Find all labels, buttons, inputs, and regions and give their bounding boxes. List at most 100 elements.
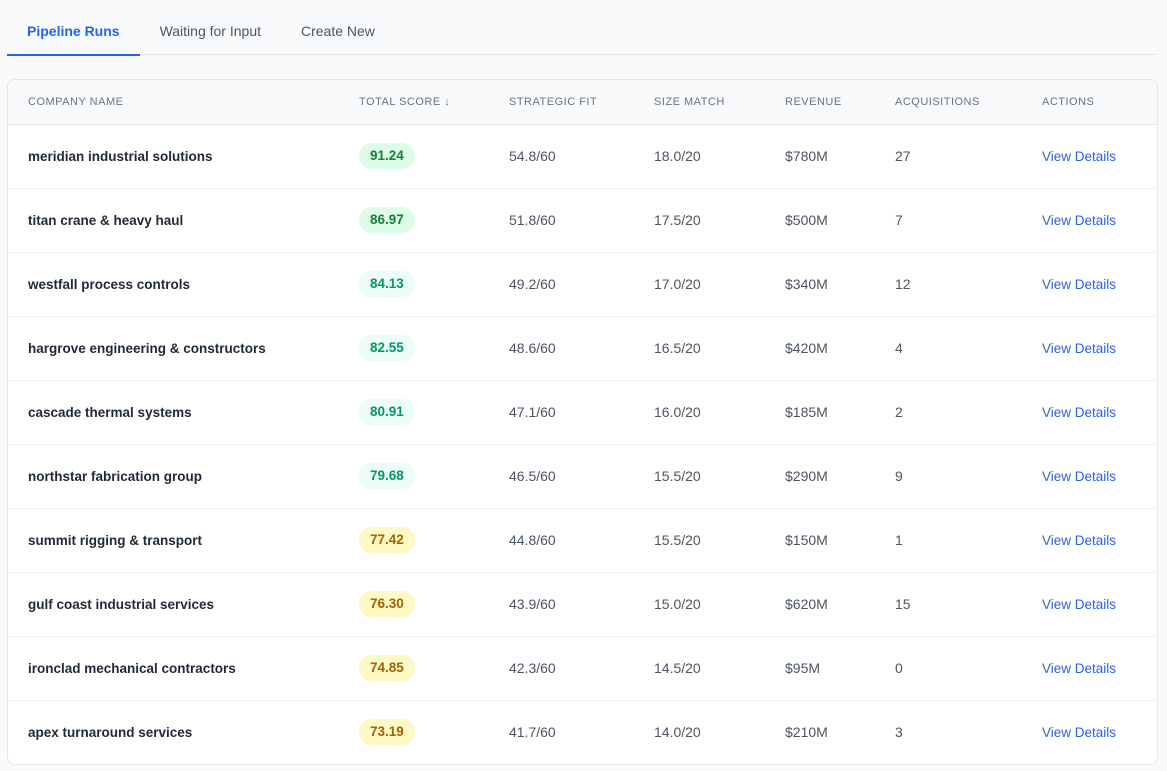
size-match-cell: 16.5/20	[654, 315, 785, 380]
acquisitions-cell: 27	[895, 148, 911, 164]
score-badge: 74.85	[359, 655, 415, 681]
actions-cell: View Details	[1042, 315, 1157, 380]
strategic-fit-cell: 49.2/60	[509, 251, 654, 316]
strategic-fit-cell: 44.8/60	[509, 507, 654, 572]
total-score-cell: 86.97	[359, 187, 509, 252]
revenue-cell: $210M	[785, 699, 895, 764]
strategic-fit-cell: 42.3/60	[509, 635, 654, 700]
table-body: meridian industrial solutions 91.24 54.8/6…	[8, 124, 1157, 764]
total-score-cell: 74.85	[359, 635, 509, 700]
company-name-cell: meridian industrial solutions	[28, 148, 213, 164]
acquisitions-cell: 1	[895, 507, 1042, 572]
view-details-link[interactable]: View Details	[1042, 597, 1117, 612]
strategic-fit-cell: 46.5/60	[509, 443, 654, 508]
company-name-cell: westfall process controls	[8, 251, 359, 316]
revenue-cell: $185M	[785, 379, 895, 444]
header-size-match[interactable]: Size Match	[654, 80, 785, 125]
actions-cell: View Details	[1042, 379, 1157, 444]
actions-cell: View Details	[1042, 571, 1157, 636]
total-score-cell: 73.19	[359, 699, 509, 764]
acquisitions-cell: 15	[895, 571, 1042, 636]
revenue-cell: $340M	[785, 251, 895, 316]
header-actions: Actions	[1042, 80, 1157, 125]
total-score-cell: 80.91	[359, 379, 509, 444]
view-details-link[interactable]: View Details	[1042, 661, 1117, 676]
total-score-cell: 91.24	[359, 124, 509, 188]
view-details-link[interactable]: View Details	[1042, 341, 1117, 356]
tab-create-new[interactable]: Create New	[301, 23, 375, 39]
table-row: gulf coast industrial services 76.30 43.9/…	[8, 571, 1157, 636]
header-company-name[interactable]: Company Name	[8, 80, 359, 125]
actions-cell: View Details	[1042, 124, 1157, 188]
company-name-cell: summit rigging & transport	[8, 507, 359, 572]
size-match-cell: 17.5/20	[654, 187, 785, 252]
header-revenue[interactable]: Revenue	[785, 80, 895, 125]
score-badge: 77.42	[359, 527, 415, 553]
view-details-link[interactable]: View Details	[1042, 405, 1117, 420]
view-details-link[interactable]: View Details	[1042, 213, 1117, 228]
size-match-cell: 17.0/20	[654, 251, 785, 316]
acquisitions-cell: 7	[895, 187, 1042, 252]
strategic-fit-cell: 43.9/60	[509, 571, 654, 636]
table-row: westfall process controls 84.13 49.2/60 17.…	[8, 251, 1157, 316]
actions-cell: View Details	[1042, 635, 1157, 700]
revenue-cell: $95M	[785, 635, 895, 700]
view-details-link[interactable]: View Details	[1042, 149, 1117, 164]
score-badge: 86.97	[359, 207, 415, 233]
pipeline-runs-table-card: Company Name Total Score ↓ Strategic Fit…	[7, 79, 1158, 765]
size-match-cell: 15.5/20	[654, 443, 785, 508]
total-score-cell: 77.42	[359, 507, 509, 572]
size-match-cell: 16.0/20	[654, 379, 785, 444]
view-details-link[interactable]: View Details	[1042, 533, 1117, 548]
revenue-cell: $780M	[785, 148, 828, 164]
company-name-cell: titan crane & heavy haul	[8, 187, 359, 252]
table-row: apex turnaround services 73.19 41.7/60 14.0…	[8, 699, 1157, 764]
header-total-score[interactable]: Total Score ↓	[359, 80, 509, 125]
actions-cell: View Details	[1042, 187, 1157, 252]
table-row: hargrove engineering & constructors 82.55…	[8, 315, 1157, 380]
acquisitions-cell: 3	[895, 699, 1042, 764]
actions-cell: View Details	[1042, 443, 1157, 508]
tab-waiting-for-input[interactable]: Waiting for Input	[159, 23, 261, 39]
score-badge: 76.30	[359, 591, 415, 617]
table-row: northstar fabrication group 79.68 46.5/60 1…	[8, 443, 1157, 508]
strategic-fit-cell: 48.6/60	[509, 315, 654, 380]
total-score-cell: 84.13	[359, 251, 509, 316]
score-badge: 82.55	[359, 335, 415, 361]
table-row: ironclad mechanical contractors 74.85 42.3…	[8, 635, 1157, 700]
pipeline-runs-table: Company Name Total Score ↓ Strategic Fit…	[8, 80, 1157, 764]
size-match-cell: 14.5/20	[654, 635, 785, 700]
total-score-cell: 79.68	[359, 443, 509, 508]
actions-cell: View Details	[1042, 251, 1157, 316]
table-header-row: Company Name Total Score ↓ Strategic Fit…	[8, 80, 1157, 125]
revenue-cell: $620M	[785, 571, 895, 636]
view-details-link[interactable]: View Details	[1042, 277, 1117, 292]
size-match-cell: 14.0/20	[654, 699, 785, 764]
company-name-cell: apex turnaround services	[8, 699, 359, 764]
revenue-cell: $500M	[785, 187, 895, 252]
acquisitions-cell: 4	[895, 315, 1042, 380]
table-row: cascade thermal systems 80.91 47.1/60 16.0/…	[8, 379, 1157, 444]
header-acquisitions[interactable]: Acquisitions	[895, 80, 1042, 125]
header-strategic-fit[interactable]: Strategic Fit	[509, 80, 654, 125]
view-details-link[interactable]: View Details	[1042, 725, 1117, 741]
actions-cell: View Details	[1042, 699, 1157, 764]
company-name-cell: ironclad mechanical contractors	[8, 635, 359, 700]
score-badge: 84.13	[359, 271, 415, 297]
company-name-cell: cascade thermal systems	[8, 379, 359, 444]
tab-bar: Pipeline Runs Waiting for Input Create N…	[7, 0, 1158, 56]
tab-pipeline-runs[interactable]: Pipeline Runs	[7, 0, 140, 56]
total-score-cell: 82.55	[359, 315, 509, 380]
acquisitions-cell: 12	[895, 251, 1042, 316]
strategic-fit-cell: 54.8/60	[509, 148, 556, 164]
size-match-cell: 15.0/20	[654, 571, 785, 636]
strategic-fit-cell: 47.1/60	[509, 379, 654, 444]
table-row: summit rigging & transport 77.42 44.8/60 15…	[8, 507, 1157, 572]
company-name-cell: northstar fabrication group	[8, 443, 359, 508]
total-score-cell: 76.30	[359, 571, 509, 636]
table-row: meridian industrial solutions 91.24 54.8/6…	[8, 124, 1157, 188]
view-details-link[interactable]: View Details	[1042, 469, 1117, 484]
acquisitions-cell: 2	[895, 379, 1042, 444]
score-badge: 73.19	[359, 719, 415, 746]
revenue-cell: $290M	[785, 443, 895, 508]
